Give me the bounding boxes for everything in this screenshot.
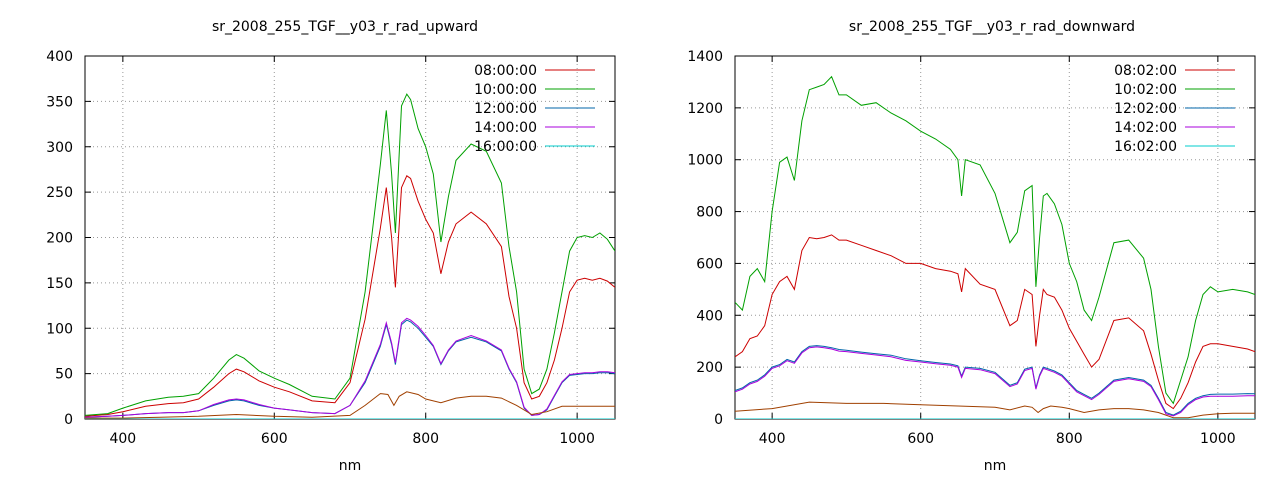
x-tick-label: 800 [1056, 431, 1083, 447]
legend-label: 08:02:00 [1114, 63, 1177, 79]
chart-panel-2: sr_2008_255_TGF__y03_r_rad_downward 400 60… [687, 19, 1256, 474]
y-tick-label: 250 [46, 185, 73, 201]
plot-frame [734, 55, 1256, 420]
x-tick-label: 600 [261, 431, 288, 447]
y-tick-label: 400 [46, 49, 73, 65]
x-tick-label: 400 [109, 431, 136, 447]
series-line [735, 345, 1255, 416]
x-tick-label: 800 [412, 431, 439, 447]
y-tick-label: 1400 [687, 49, 723, 65]
x-tick-label: 1000 [1200, 431, 1236, 447]
series-line [85, 93, 615, 416]
x-axis-label: nm [984, 458, 1007, 474]
series-line [735, 346, 1255, 417]
x-tick-label: 600 [907, 431, 934, 447]
series-group [85, 93, 615, 419]
legend-label: 10:00:00 [474, 82, 537, 98]
series-group [735, 75, 1255, 419]
y-tick-label: 0 [714, 412, 723, 428]
chart-title: sr_2008_255_TGF__y03_r_rad_downward [849, 19, 1135, 35]
legend-label: 14:02:00 [1114, 120, 1177, 136]
x-axis-label: nm [339, 458, 362, 474]
y-tick-label: 150 [46, 276, 73, 292]
y-tick-label: 100 [46, 321, 73, 337]
y-tick-label: 0 [64, 412, 73, 428]
series-line [735, 75, 1255, 405]
legend-label: 16:00:00 [474, 139, 537, 155]
y-tick-label: 400 [696, 308, 723, 324]
legend-label: 14:00:00 [474, 120, 537, 136]
series-line [85, 391, 615, 419]
series-line [85, 319, 615, 418]
legend-label: 10:02:00 [1114, 82, 1177, 98]
y-tick-label: 600 [696, 256, 723, 272]
series-line [735, 401, 1255, 419]
series-line [85, 317, 615, 418]
y-tick-label: 200 [696, 360, 723, 376]
legend-label: 12:00:00 [474, 101, 537, 117]
chart-panel-1: sr_2008_255_TGF__y03_r_rad_upward 400 600 8… [46, 19, 616, 474]
x-tick-label: 400 [759, 431, 786, 447]
y-tick-label: 300 [46, 140, 73, 156]
legend-label: 16:02:00 [1114, 139, 1177, 155]
y-tick-label: 200 [46, 231, 73, 247]
y-tick-label: 1000 [687, 153, 723, 169]
legend-label: 12:02:00 [1114, 101, 1177, 117]
y-tick-label: 350 [46, 94, 73, 110]
series-line [85, 175, 615, 417]
y-tick-label: 800 [696, 205, 723, 221]
legend-label: 08:00:00 [474, 63, 537, 79]
y-tick-label: 1200 [687, 101, 723, 117]
series-line [735, 234, 1255, 410]
y-tick-label: 50 [55, 367, 73, 383]
x-tick-label: 1000 [559, 431, 595, 447]
chart-title: sr_2008_255_TGF__y03_r_rad_upward [212, 19, 478, 35]
